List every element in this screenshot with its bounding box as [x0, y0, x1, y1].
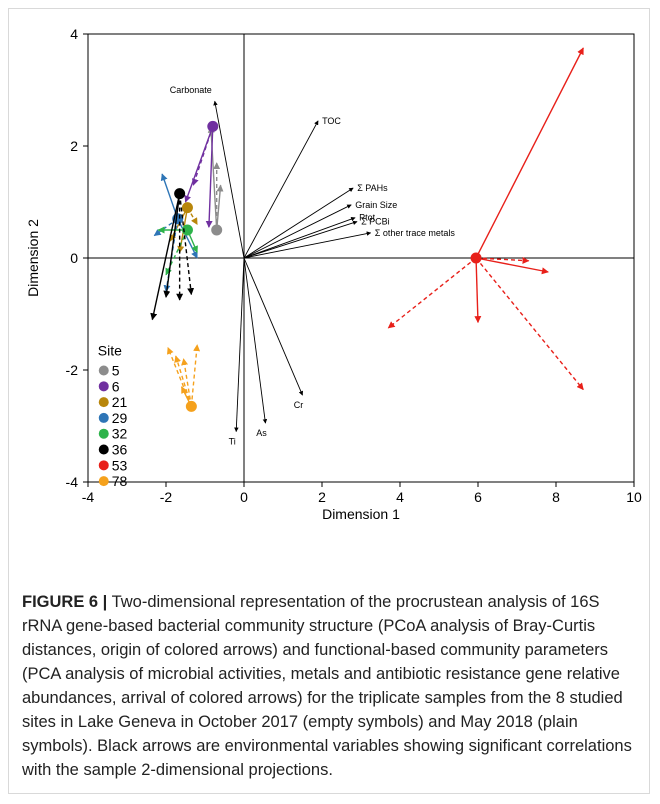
- site-origin-point: [207, 120, 219, 132]
- legend-label: 32: [112, 426, 128, 442]
- y-tick-label: 0: [70, 250, 78, 266]
- legend-title: Site: [98, 343, 122, 359]
- caption-label: FIGURE 6 |: [22, 593, 108, 611]
- env-vector-arrow: [243, 204, 352, 259]
- y-tick-label: -2: [66, 362, 79, 378]
- axes: -4 -2 0 2 4 6 8 10 -4 -2 0 2 4: [66, 26, 642, 505]
- procrustes-chart: -4 -2 0 2 4 6 8 10 -4 -2 0 2 4 Carbonate TOC Σ PAHs Gra…: [25, 26, 642, 522]
- caption-text: Two-dimensional representation of the pr…: [22, 593, 632, 779]
- site-arrow-group: [157, 224, 198, 276]
- env-vector-label: Ptot: [359, 213, 376, 223]
- site-origin-point: [211, 224, 223, 236]
- site-arrow: [475, 47, 584, 259]
- y-tick-label: -4: [66, 474, 79, 490]
- site-arrow: [387, 257, 477, 329]
- env-vector-label: Cr: [294, 400, 304, 410]
- legend-marker: [98, 476, 109, 487]
- site-arrow-group: [387, 47, 584, 391]
- site-arrow-group: [167, 344, 201, 412]
- env-vector-label: Σ PAHs: [357, 183, 388, 193]
- site-origin-point: [470, 252, 482, 264]
- site-arrow: [165, 229, 189, 276]
- env-vector-arrow: [243, 216, 356, 259]
- x-tick-label: 10: [626, 489, 642, 505]
- site-origin-point: [174, 188, 186, 200]
- site-origin-point: [181, 224, 193, 236]
- env-vector-label: Carbonate: [170, 85, 212, 95]
- env-vector-label: Grain Size: [355, 200, 397, 210]
- legend-marker: [98, 412, 109, 423]
- site-arrow: [474, 257, 482, 324]
- env-vector-arrow: [243, 220, 358, 259]
- legend-label: 29: [112, 410, 128, 426]
- site-arrow: [169, 207, 189, 242]
- site-arrow: [163, 193, 181, 298]
- figure-caption: FIGURE 6 | Two-dimensional representatio…: [22, 590, 632, 782]
- legend-marker: [98, 444, 109, 455]
- env-vector-label: TOC: [322, 116, 341, 126]
- legend-label: 6: [112, 378, 120, 394]
- env-vector-label: Σ PCBi: [361, 217, 390, 227]
- x-tick-label: 6: [474, 489, 482, 505]
- env-vector-label: Ti: [229, 437, 236, 447]
- site-arrow: [178, 193, 195, 296]
- site-arrow: [475, 257, 549, 275]
- env-vector-arrow: [243, 257, 268, 424]
- env-vector-label: As: [256, 428, 267, 438]
- legend-marker: [98, 365, 109, 376]
- env-vector-arrow: [243, 187, 354, 259]
- site-origin-point: [181, 202, 193, 214]
- x-tick-label: 0: [240, 489, 248, 505]
- legend-marker: [98, 460, 109, 471]
- legend-label: 21: [112, 394, 128, 410]
- figure-frame: [8, 8, 650, 794]
- site-arrow: [181, 358, 193, 407]
- site-arrow-group: [207, 125, 224, 236]
- site-arrow: [216, 184, 224, 231]
- site-arrow: [190, 344, 201, 407]
- x-axis-title: Dimension 1: [322, 506, 400, 522]
- x-tick-label: -2: [160, 489, 173, 505]
- env-vector-arrow: [243, 257, 303, 396]
- legend-label: 53: [112, 457, 128, 473]
- env-vector-arrow: [234, 257, 245, 433]
- env-vector-arrow: [243, 120, 319, 259]
- site-arrow: [205, 126, 214, 228]
- site-arrows: [150, 47, 584, 412]
- x-tick-label: 4: [396, 489, 404, 505]
- y-axis-title: Dimension 2: [25, 219, 41, 297]
- env-vector-arrow: [243, 231, 372, 259]
- legend-marker: [98, 381, 109, 392]
- site-origin-point: [185, 400, 197, 412]
- x-tick-label: 2: [318, 489, 326, 505]
- site-arrow: [476, 256, 530, 264]
- x-tick-label: -4: [82, 489, 95, 505]
- site-arrow-group: [184, 120, 219, 228]
- legend-label: 5: [112, 363, 120, 379]
- site-arrow: [191, 126, 214, 186]
- y-tick-label: 2: [70, 138, 78, 154]
- y-tick-label: 4: [70, 26, 78, 42]
- site-arrow: [150, 193, 181, 321]
- site-arrow: [167, 346, 193, 407]
- site-arrow: [174, 355, 193, 407]
- legend-marker: [98, 397, 109, 408]
- env-vector-arrow: [213, 100, 245, 259]
- env-vector-label: Σ other trace metals: [375, 228, 456, 238]
- site-arrow: [184, 126, 214, 203]
- legend-label: 78: [112, 473, 128, 489]
- site-arrow-group: [150, 188, 195, 321]
- legend-marker: [98, 428, 109, 439]
- site-arrow: [475, 257, 584, 391]
- x-tick-label: 8: [552, 489, 560, 505]
- legend-label: 36: [112, 442, 128, 458]
